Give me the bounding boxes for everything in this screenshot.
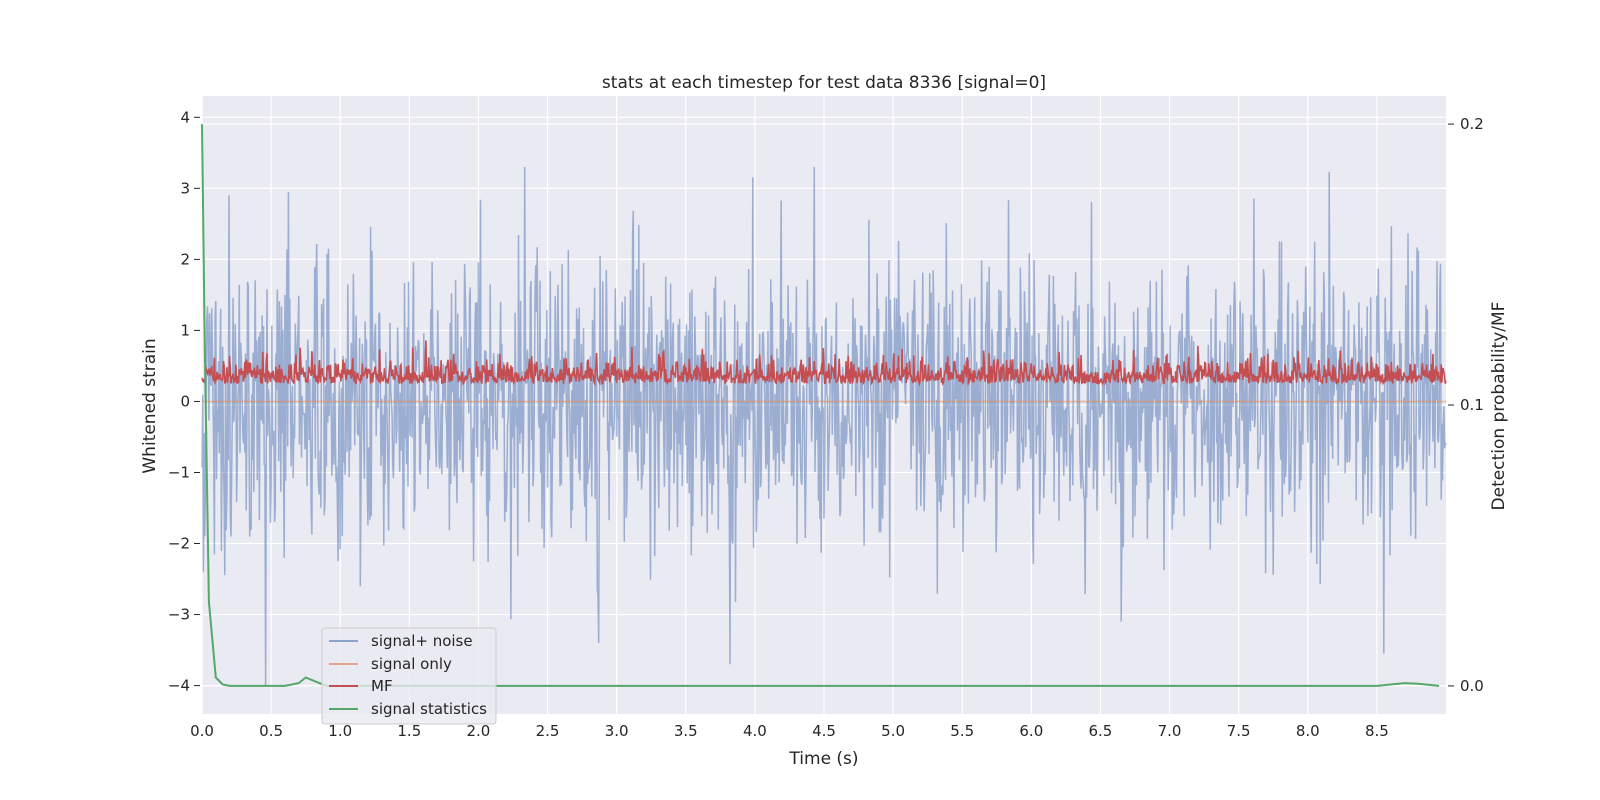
y-axis-label: Whitened strain [140,338,160,473]
x-tick-label: 0.0 [190,722,214,740]
y2-tick-label: 0.0 [1460,677,1484,695]
y2-axis-ticks: 0.2 0.1 0.0 [1448,115,1484,695]
y-tick-label: 2 [180,250,190,268]
legend-label: MF [371,677,393,695]
x-tick-label: 5.5 [950,722,974,740]
x-axis-label: Time (s) [788,749,858,769]
y-tick-label: 3 [180,179,190,197]
y2-tick-label: 0.1 [1460,396,1484,414]
x-tick-label: 6.0 [1019,722,1043,740]
y-tick-label: −1 [168,463,190,481]
legend: signal+ noise signal only MF signal stat… [321,627,497,725]
legend-label: signal+ noise [371,632,473,650]
x-tick-label: 2.0 [467,722,491,740]
x-tick-label: 7.5 [1227,722,1251,740]
y-tick-label: −4 [168,677,190,695]
y-tick-label: 4 [180,108,190,126]
legend-item-signal-only: signal only [329,655,452,673]
x-tick-label: 8.0 [1296,722,1320,740]
x-tick-label: 3.5 [674,722,698,740]
signal-noise-line [201,166,1447,686]
y2-axis-label: Detection probability/MF [1489,302,1509,511]
series-signal-noise [201,166,1447,686]
x-tick-label: 6.5 [1089,722,1113,740]
x-tick-label: 7.0 [1158,722,1182,740]
x-tick-label: 4.0 [743,722,767,740]
x-tick-label: 1.0 [328,722,352,740]
x-axis-ticks: 0.0 0.5 1.0 1.5 2.0 2.5 3.0 3.5 4.0 4.5 5.0 5.5 6.0 6… [190,722,1389,740]
y-tick-label: −3 [168,606,190,624]
x-tick-label: 2.5 [536,722,560,740]
legend-item-mf: MF [329,677,393,695]
x-tick-label: 3.0 [605,722,629,740]
x-tick-label: 4.5 [812,722,836,740]
mf-line [201,340,1447,387]
y2-tick-label: 0.2 [1460,115,1484,133]
x-tick-label: 8.5 [1365,722,1389,740]
legend-item-signal-statistics: signal statistics [329,700,487,718]
legend-box [321,627,497,725]
legend-item-signal-noise: signal+ noise [329,632,473,650]
legend-label: signal statistics [371,700,487,718]
y-tick-label: 1 [180,321,190,339]
x-tick-label: 1.5 [397,722,421,740]
x-tick-label: 0.5 [259,722,283,740]
y-tick-label: −2 [168,535,190,553]
x-tick-label: 5.0 [881,722,905,740]
series-mf [201,340,1447,387]
chart-title: stats at each timestep for test data 833… [602,73,1046,93]
y-axis-ticks: 4 3 2 1 0 −1 −2 −3 −4 [168,108,200,695]
y-tick-label: 0 [180,392,190,410]
legend-label: signal only [371,655,452,673]
